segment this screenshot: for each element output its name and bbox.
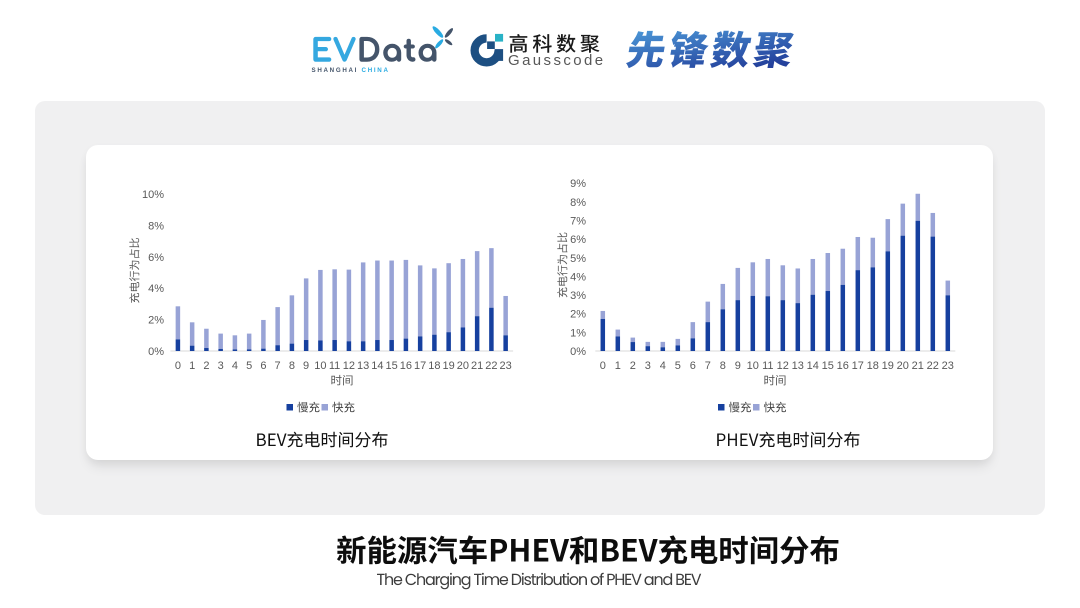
- svg-text:15: 15: [385, 360, 397, 372]
- svg-text:3: 3: [645, 360, 651, 372]
- svg-text:10: 10: [747, 360, 759, 372]
- svg-text:20: 20: [897, 360, 909, 372]
- svg-text:1%: 1%: [570, 327, 586, 339]
- svg-text:11: 11: [329, 360, 340, 372]
- svg-text:15: 15: [822, 360, 834, 372]
- svg-text:1: 1: [615, 360, 621, 372]
- svg-text:17: 17: [852, 360, 864, 372]
- svg-text:0%: 0%: [570, 346, 586, 358]
- svg-text:21: 21: [912, 360, 924, 372]
- svg-text:0%: 0%: [148, 346, 164, 358]
- svg-text:8: 8: [720, 360, 726, 372]
- svg-text:10: 10: [314, 360, 326, 372]
- svg-text:23: 23: [499, 360, 511, 372]
- svg-text:5: 5: [675, 360, 681, 372]
- svg-text:12: 12: [343, 360, 355, 372]
- svg-text:6%: 6%: [148, 252, 164, 264]
- svg-text:10%: 10%: [142, 189, 164, 201]
- svg-text:6: 6: [260, 360, 266, 372]
- svg-text:18: 18: [867, 360, 879, 372]
- svg-text:6: 6: [690, 360, 696, 372]
- svg-text:4: 4: [232, 360, 238, 372]
- svg-text:13: 13: [792, 360, 804, 372]
- svg-text:7: 7: [705, 360, 711, 372]
- svg-text:9: 9: [303, 360, 309, 372]
- svg-text:0: 0: [600, 360, 606, 372]
- svg-text:8%: 8%: [570, 197, 586, 209]
- svg-text:6%: 6%: [570, 234, 586, 246]
- svg-text:20: 20: [457, 360, 469, 372]
- svg-text:19: 19: [882, 360, 894, 372]
- svg-text:22: 22: [485, 360, 497, 372]
- svg-text:7: 7: [275, 360, 281, 372]
- svg-text:23: 23: [942, 360, 954, 372]
- svg-text:19: 19: [442, 360, 454, 372]
- svg-text:0: 0: [175, 360, 181, 372]
- svg-text:16: 16: [837, 360, 849, 372]
- svg-text:13: 13: [357, 360, 369, 372]
- svg-text:3: 3: [218, 360, 224, 372]
- svg-text:11: 11: [762, 360, 773, 372]
- svg-text:2: 2: [630, 360, 636, 372]
- svg-text:14: 14: [371, 360, 383, 372]
- svg-text:2%: 2%: [570, 309, 586, 321]
- svg-text:17: 17: [414, 360, 426, 372]
- svg-text:8: 8: [289, 360, 295, 372]
- svg-text:9: 9: [735, 360, 741, 372]
- svg-text:5%: 5%: [570, 253, 586, 265]
- svg-text:2%: 2%: [148, 315, 164, 327]
- svg-text:4: 4: [660, 360, 666, 372]
- svg-text:4%: 4%: [570, 271, 586, 283]
- svg-text:22: 22: [927, 360, 939, 372]
- svg-text:16: 16: [400, 360, 412, 372]
- svg-text:7%: 7%: [570, 216, 586, 228]
- svg-text:14: 14: [807, 360, 819, 372]
- svg-text:18: 18: [428, 360, 440, 372]
- svg-text:9%: 9%: [570, 178, 586, 190]
- svg-text:3%: 3%: [570, 290, 586, 302]
- svg-text:4%: 4%: [148, 283, 164, 295]
- svg-text:12: 12: [777, 360, 789, 372]
- svg-text:1: 1: [189, 360, 195, 372]
- svg-text:8%: 8%: [148, 221, 164, 233]
- svg-text:21: 21: [471, 360, 483, 372]
- svg-text:5: 5: [246, 360, 252, 372]
- svg-text:2: 2: [203, 360, 209, 372]
